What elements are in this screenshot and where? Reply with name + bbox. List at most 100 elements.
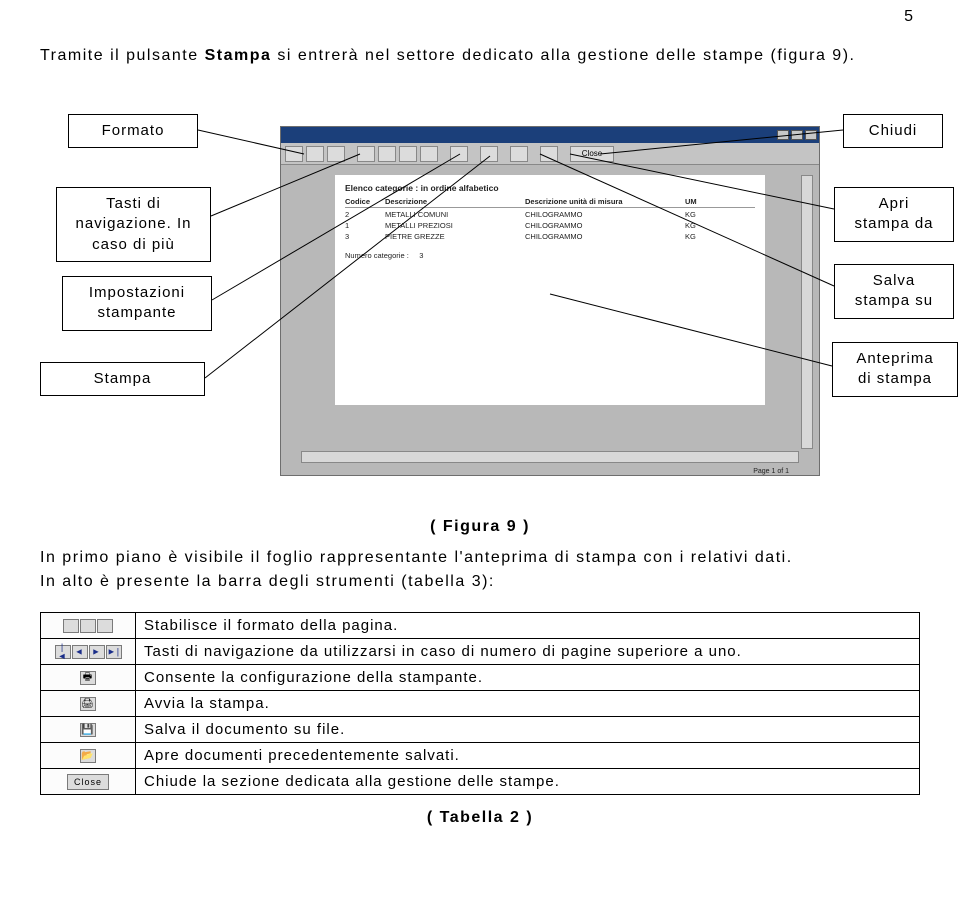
table-row: Stabilisce il formato della pagina. xyxy=(41,613,920,639)
print-preview-screenshot: Close Elenco categorie : in ordine alfab… xyxy=(280,126,820,476)
window-titlebar xyxy=(281,127,819,143)
table-row: 🖶 Consente la configurazione della stamp… xyxy=(41,665,920,691)
minimize-icon[interactable] xyxy=(777,130,789,140)
printer-setup-button[interactable] xyxy=(450,146,468,162)
close-window-icon[interactable] xyxy=(805,130,817,140)
para2-line1: In primo piano è visibile il foglio rapp… xyxy=(40,549,793,566)
label-salva: Salva stampa su xyxy=(834,264,954,319)
nav-first-button[interactable] xyxy=(357,146,375,162)
col-codice: Codice xyxy=(345,197,385,206)
nav-last-icon[interactable]: ►| xyxy=(106,645,122,659)
count-row: Numero categorie : 3 xyxy=(345,251,755,260)
icon-cell-printer-setup: 🖶 xyxy=(41,665,136,691)
print-button[interactable] xyxy=(480,146,498,162)
intro-bold: Stampa xyxy=(205,47,272,64)
nav-last-button[interactable] xyxy=(420,146,438,162)
label-formato: Formato xyxy=(68,114,198,148)
count-label: Numero categorie : xyxy=(345,251,409,260)
preview-paper: Elenco categorie : in ordine alfabetico … xyxy=(335,175,765,405)
print-icon[interactable]: 🖨 xyxy=(80,697,96,711)
desc-cell: Chiude la sezione dedicata alla gestione… xyxy=(136,769,920,795)
nav-prev-button[interactable] xyxy=(378,146,396,162)
cell: CHILOGRAMMO xyxy=(525,210,685,219)
icon-cell-format xyxy=(41,613,136,639)
label-anteprima: Anteprima di stampa xyxy=(832,342,958,397)
para2-line2: In alto è presente la barra degli strume… xyxy=(40,573,495,590)
label-tasti-nav: Tasti di navigazione. In caso di più xyxy=(56,187,211,262)
intro-paragraph: Tramite il pulsante Stampa si entrerà ne… xyxy=(40,44,920,68)
cell: KG xyxy=(685,221,725,230)
table-row: 1 METALLI PREZIOSI CHILOGRAMMO KG xyxy=(345,219,755,230)
desc-cell: Consente la configurazione della stampan… xyxy=(136,665,920,691)
cell: KG xyxy=(685,232,725,241)
diagram-area: Formato Tasti di navigazione. In caso di… xyxy=(40,94,920,514)
format-icon[interactable] xyxy=(63,619,79,633)
intro-text-2: si entrerà nel settore dedicato alla ges… xyxy=(271,47,855,64)
figure-caption: ( Figura 9 ) xyxy=(40,518,920,536)
format-icon[interactable] xyxy=(97,619,113,633)
cell: PIETRE GREZZE xyxy=(385,232,525,241)
cell: METALLI COMUNI xyxy=(385,210,525,219)
table-row: 2 METALLI COMUNI CHILOGRAMMO KG xyxy=(345,208,755,219)
cell: CHILOGRAMMO xyxy=(525,221,685,230)
table-row: 📂 Apre documenti precedentemente salvati… xyxy=(41,743,920,769)
label-chiudi: Chiudi xyxy=(843,114,943,148)
open-button[interactable] xyxy=(540,146,558,162)
close-icon[interactable]: Close xyxy=(67,774,109,790)
format-button[interactable] xyxy=(285,146,303,162)
format-button-2[interactable] xyxy=(306,146,324,162)
desc-cell: Salva il documento su file. xyxy=(136,717,920,743)
scrollbar-horizontal[interactable] xyxy=(301,451,799,463)
open-icon[interactable]: 📂 xyxy=(80,749,96,763)
icon-cell-close: Close xyxy=(41,769,136,795)
cell: 3 xyxy=(345,232,385,241)
maximize-icon[interactable] xyxy=(791,130,803,140)
close-section-button[interactable]: Close xyxy=(570,146,614,162)
col-descrizione: Descrizione xyxy=(385,197,525,206)
page-number: 5 xyxy=(904,8,915,26)
paragraph-2: In primo piano è visibile il foglio rapp… xyxy=(40,546,920,594)
desc-cell: Stabilisce il formato della pagina. xyxy=(136,613,920,639)
tool-table: Stabilisce il formato della pagina. |◄◄►… xyxy=(40,612,920,795)
cell: CHILOGRAMMO xyxy=(525,232,685,241)
table-row: |◄◄►►| Tasti di navigazione da utilizzar… xyxy=(41,639,920,665)
table-row: 💾 Salva il documento su file. xyxy=(41,717,920,743)
cell: KG xyxy=(685,210,725,219)
printer-setup-icon[interactable]: 🖶 xyxy=(80,671,96,685)
table-row: Close Chiude la sezione dedicata alla ge… xyxy=(41,769,920,795)
save-icon[interactable]: 💾 xyxy=(80,723,96,737)
nav-first-icon[interactable]: |◄ xyxy=(55,645,71,659)
icon-cell-nav: |◄◄►►| xyxy=(41,639,136,665)
report-title: Elenco categorie : in ordine alfabetico xyxy=(345,183,755,193)
col-um: UM xyxy=(685,197,725,206)
desc-cell: Apre documenti precedentemente salvati. xyxy=(136,743,920,769)
icon-cell-print: 🖨 xyxy=(41,691,136,717)
label-apri: Apri stampa da xyxy=(834,187,954,242)
table-row: 3 PIETRE GREZZE CHILOGRAMMO KG xyxy=(345,230,755,241)
icon-cell-save: 💾 xyxy=(41,717,136,743)
save-button[interactable] xyxy=(510,146,528,162)
nav-prev-icon[interactable]: ◄ xyxy=(72,645,88,659)
preview-area: Elenco categorie : in ordine alfabetico … xyxy=(281,165,819,475)
count-value: 3 xyxy=(419,251,423,260)
label-impostazioni: Impostazioni stampante xyxy=(62,276,212,331)
cell: 1 xyxy=(345,221,385,230)
page-info: Page 1 of 1 xyxy=(753,468,789,475)
table-caption: ( Tabella 2 ) xyxy=(40,809,920,827)
nav-next-button[interactable] xyxy=(399,146,417,162)
table-row: 🖨 Avvia la stampa. xyxy=(41,691,920,717)
label-stampa: Stampa xyxy=(40,362,205,396)
scrollbar-vertical[interactable] xyxy=(801,175,813,449)
col-desc-um: Descrizione unità di misura xyxy=(525,197,685,206)
format-icon[interactable] xyxy=(80,619,96,633)
table-header: Codice Descrizione Descrizione unità di … xyxy=(345,197,755,208)
cell: METALLI PREZIOSI xyxy=(385,221,525,230)
desc-cell: Avvia la stampa. xyxy=(136,691,920,717)
format-button-3[interactable] xyxy=(327,146,345,162)
toolbar: Close xyxy=(281,143,819,165)
nav-next-icon[interactable]: ► xyxy=(89,645,105,659)
icon-cell-open: 📂 xyxy=(41,743,136,769)
cell: 2 xyxy=(345,210,385,219)
intro-text-1: Tramite il pulsante xyxy=(40,47,205,64)
desc-cell: Tasti di navigazione da utilizzarsi in c… xyxy=(136,639,920,665)
